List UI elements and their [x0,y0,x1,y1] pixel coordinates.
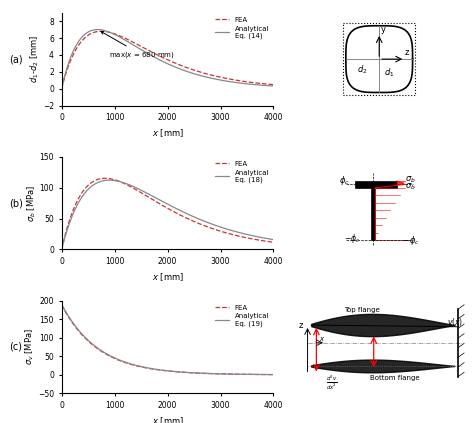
Text: $\frac{d^2v}{dx^2}$: $\frac{d^2v}{dx^2}$ [326,374,337,392]
Text: max($x$ = 680 mm): max($x$ = 680 mm) [101,31,175,60]
Y-axis label: $\sigma_b$ [MPa]: $\sigma_b$ [MPa] [26,184,38,222]
Text: z: z [405,48,409,58]
Text: y: y [381,25,386,33]
Polygon shape [397,181,405,184]
Bar [355,181,397,188]
Legend: FEA, Analytical
Eq. (14): FEA, Analytical Eq. (14) [215,16,270,40]
Y-axis label: $d_1$-$d_2$ [mm]: $d_1$-$d_2$ [mm] [29,35,41,83]
Legend: FEA, Analytical
Eq. (18): FEA, Analytical Eq. (18) [215,160,270,184]
Legend: FEA, Analytical
Eq. (19): FEA, Analytical Eq. (19) [215,304,270,328]
Text: Top flange: Top flange [344,308,380,313]
Text: $x$: $x$ [319,335,325,343]
Y-axis label: $\sigma_v$ [MPa]: $\sigma_v$ [MPa] [24,329,36,365]
Text: (a): (a) [9,54,22,64]
Bar [371,188,374,240]
X-axis label: $x$ [mm]: $x$ [mm] [152,128,183,140]
Text: $v(x)$: $v(x)$ [447,316,464,328]
Text: $-\phi_c$: $-\phi_c$ [401,233,419,247]
X-axis label: $x$ [mm]: $x$ [mm] [152,272,183,283]
Text: $\sigma_b$: $\sigma_b$ [405,175,416,185]
Text: Bottom flange: Bottom flange [370,375,419,381]
X-axis label: $x$ [mm]: $x$ [mm] [152,415,183,423]
Text: $d_2$: $d_2$ [357,63,368,76]
Text: $\sigma_b$: $\sigma_b$ [405,181,416,192]
Text: $d_1$: $d_1$ [383,66,394,79]
Text: z: z [299,321,303,330]
Text: (b): (b) [9,198,23,208]
Text: $-\phi_c$: $-\phi_c$ [345,232,361,245]
Text: $\phi_c$: $\phi_c$ [339,174,350,187]
Text: (c): (c) [9,342,22,352]
